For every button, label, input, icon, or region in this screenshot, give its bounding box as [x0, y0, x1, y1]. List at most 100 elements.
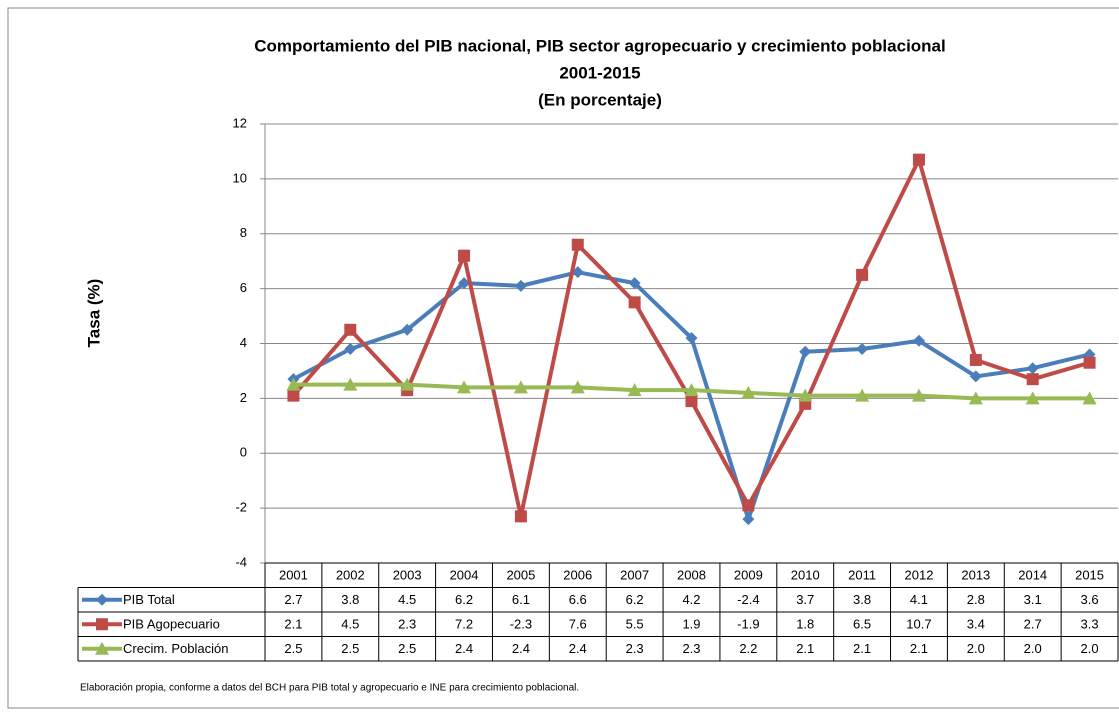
marker — [1082, 391, 1097, 405]
table-value: 2.7 — [1024, 617, 1042, 632]
y-tick-label: 8 — [240, 225, 247, 240]
marker — [968, 391, 983, 405]
y-tick-label: 0 — [240, 445, 247, 460]
legend-marker — [96, 618, 108, 631]
table-value: 3.8 — [853, 592, 871, 607]
table-value: 3.6 — [1081, 592, 1099, 607]
table-value: -2.3 — [510, 617, 532, 632]
marker — [286, 377, 301, 391]
table-value: 2.0 — [1081, 641, 1099, 656]
marker — [458, 249, 471, 262]
marker — [514, 279, 527, 292]
legend-label: PIB Agopecuario — [123, 617, 220, 632]
marker — [799, 345, 812, 358]
marker — [570, 380, 585, 394]
table-value: 3.1 — [1024, 592, 1042, 607]
chart-frame — [7, 7, 1119, 709]
marker — [287, 389, 300, 402]
marker — [912, 334, 925, 347]
marker — [513, 380, 528, 394]
marker — [458, 277, 471, 290]
table-value: 1.8 — [796, 617, 814, 632]
marker — [742, 499, 755, 512]
table-value: 6.2 — [626, 592, 644, 607]
x-tick-label: 2005 — [506, 568, 535, 583]
marker — [627, 383, 642, 397]
x-tick-label: 2013 — [961, 568, 990, 583]
y-tick-label: 6 — [240, 280, 247, 295]
table-value: 5.5 — [626, 617, 644, 632]
table-value: 2.4 — [455, 641, 473, 656]
marker — [401, 323, 414, 336]
x-tick-label: 2002 — [336, 568, 365, 583]
marker — [685, 395, 698, 408]
table-value: 3.7 — [796, 592, 814, 607]
marker — [571, 238, 584, 251]
table-value: 2.4 — [512, 641, 530, 656]
table-value: 3.8 — [341, 592, 359, 607]
chart-title: (En porcentaje) — [538, 90, 662, 109]
y-tick-label: 4 — [240, 335, 247, 350]
table-value: 6.6 — [569, 592, 587, 607]
table-value: 2.5 — [341, 641, 359, 656]
table-value: 4.5 — [398, 592, 416, 607]
x-tick-label: 2001 — [279, 568, 308, 583]
marker — [628, 277, 641, 290]
y-axis-label: Tasa (%) — [84, 279, 103, 348]
x-tick-label: 2012 — [905, 568, 934, 583]
marker — [685, 332, 698, 345]
table-value: 6.1 — [512, 592, 530, 607]
table-value: 2.3 — [626, 641, 644, 656]
legend-label: PIB Total — [123, 592, 175, 607]
marker — [344, 342, 357, 355]
table-value: 2.7 — [284, 592, 302, 607]
x-tick-label: 2011 — [848, 568, 876, 583]
marker — [741, 385, 756, 399]
table-value: 6.2 — [455, 592, 473, 607]
table-value: 2.0 — [1024, 641, 1042, 656]
x-tick-label: 2003 — [393, 568, 422, 583]
marker — [628, 296, 641, 309]
marker — [856, 342, 869, 355]
x-tick-label: 2006 — [563, 568, 592, 583]
marker — [343, 377, 358, 391]
table-value: 2.8 — [967, 592, 985, 607]
marker — [969, 370, 982, 383]
marker — [911, 388, 926, 402]
table-value: 2.1 — [853, 641, 871, 656]
x-tick-label: 2008 — [677, 568, 706, 583]
legend-label: Crecim. Población — [123, 641, 229, 656]
marker — [798, 388, 813, 402]
marker — [1026, 373, 1039, 386]
marker — [742, 513, 755, 526]
marker — [344, 323, 357, 336]
x-tick-label: 2015 — [1075, 568, 1104, 583]
marker — [1083, 356, 1096, 369]
marker — [400, 377, 415, 391]
table-value: 3.4 — [967, 617, 985, 632]
x-tick-label: 2007 — [620, 568, 649, 583]
marker — [855, 388, 870, 402]
x-tick-label: 2004 — [450, 568, 479, 583]
table-value: 2.3 — [398, 617, 416, 632]
chart-title: 2001-2015 — [559, 63, 640, 82]
marker — [856, 268, 869, 281]
table-value: 4.5 — [341, 617, 359, 632]
table-value: -2.4 — [737, 592, 759, 607]
table-value: 2.1 — [284, 617, 302, 632]
marker — [1025, 391, 1040, 405]
table-value: 4.2 — [682, 592, 700, 607]
table-value: 2.3 — [682, 641, 700, 656]
footnote: Elaboración propia, conforme a datos del… — [80, 683, 579, 694]
table-value: 2.5 — [284, 641, 302, 656]
table-value: 2.4 — [569, 641, 587, 656]
table-value: 3.3 — [1081, 617, 1099, 632]
table-value: 7.6 — [569, 617, 587, 632]
table-value: 6.5 — [853, 617, 871, 632]
table-value: 10.7 — [906, 617, 931, 632]
x-tick-label: 2014 — [1018, 568, 1047, 583]
table-value: 7.2 — [455, 617, 473, 632]
legend-marker — [95, 641, 109, 655]
x-tick-label: 2009 — [734, 568, 763, 583]
